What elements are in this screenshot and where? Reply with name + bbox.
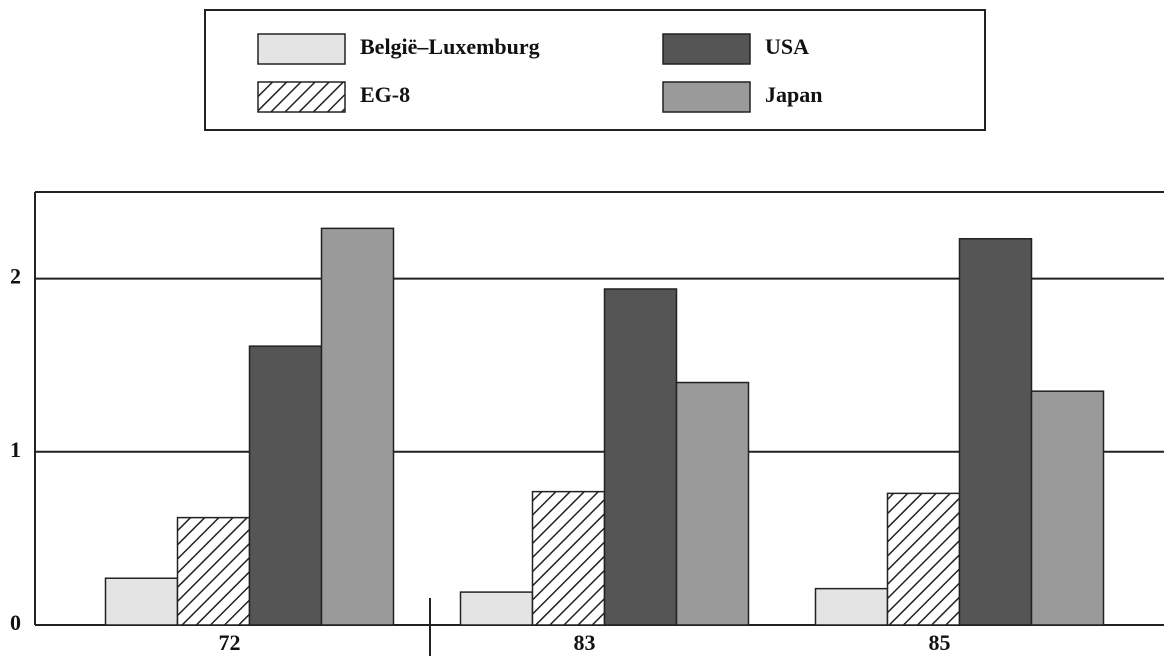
legend-label: Japan — [765, 82, 822, 107]
bar — [675, 381, 750, 626]
x-tick-label: 85 — [929, 630, 951, 655]
y-tick-label: 1 — [10, 437, 21, 462]
bar — [176, 516, 251, 626]
bar — [814, 587, 889, 626]
bar — [320, 227, 395, 626]
legend-swatch — [662, 33, 751, 65]
legend-box — [204, 9, 986, 131]
y-tick-label: 2 — [10, 264, 21, 289]
legend-label: EG-8 — [360, 82, 410, 107]
legend-label: USA — [765, 34, 809, 59]
bar — [459, 591, 534, 626]
bar — [248, 345, 323, 626]
bar — [531, 490, 606, 626]
x-tick-label: 83 — [574, 630, 596, 655]
bar — [104, 577, 179, 626]
legend-label: België–Luxemburg — [360, 34, 540, 59]
legend-swatch — [257, 33, 346, 65]
x-tick-label: 72 — [219, 630, 241, 655]
legend-swatch — [662, 81, 751, 113]
bar — [886, 492, 961, 626]
legend-swatch — [257, 81, 346, 113]
y-tick-label: 0 — [10, 610, 21, 635]
bar — [958, 238, 1033, 626]
bar — [1030, 390, 1105, 626]
bar — [603, 288, 678, 626]
